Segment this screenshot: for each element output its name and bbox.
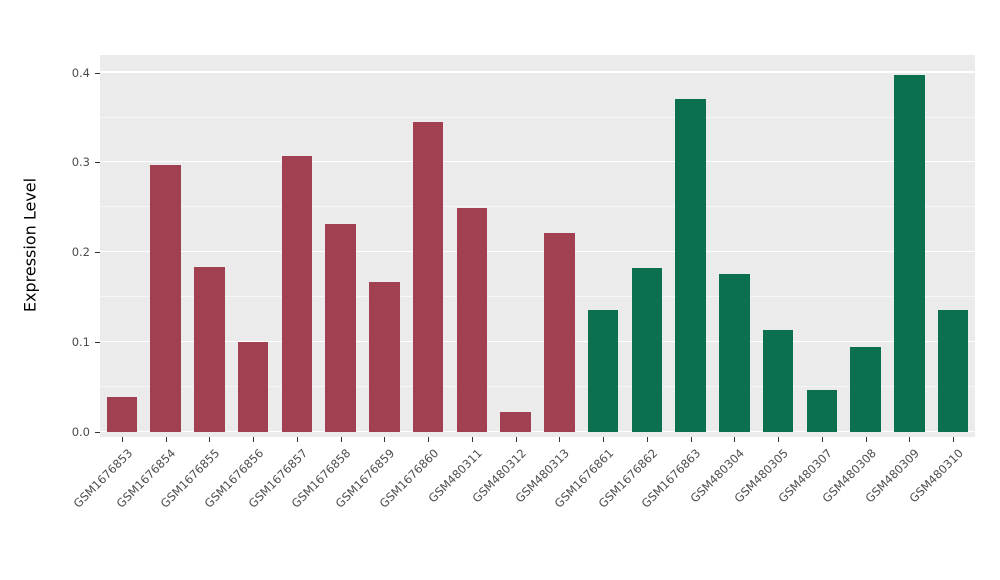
bar	[544, 232, 575, 432]
x-axis-tick	[296, 437, 298, 442]
bar	[631, 268, 663, 432]
y-axis-tick	[95, 72, 100, 74]
bar	[412, 122, 444, 432]
bar	[806, 389, 838, 432]
x-axis-tick	[428, 437, 430, 442]
major-gridline	[100, 71, 975, 73]
x-axis-tick	[909, 437, 911, 442]
chart-panel	[100, 55, 975, 437]
y-axis-tick	[95, 342, 100, 344]
x-axis-tick	[690, 437, 692, 442]
bar	[762, 329, 794, 432]
y-axis-tick	[95, 162, 100, 164]
minor-gridline	[100, 386, 975, 388]
bar	[150, 165, 181, 432]
x-axis-tick	[165, 437, 167, 442]
x-axis-tick	[821, 437, 823, 442]
bar	[325, 223, 356, 432]
minor-gridline	[100, 296, 975, 298]
bar	[106, 396, 138, 432]
minor-gridline	[100, 206, 975, 208]
x-axis-tick	[209, 437, 211, 442]
bar	[675, 98, 706, 432]
x-axis-tick	[646, 437, 648, 442]
major-gridline	[100, 340, 975, 343]
bar	[937, 309, 969, 432]
major-gridline	[100, 250, 975, 253]
x-axis-tick	[471, 437, 473, 442]
x-axis-tick	[603, 437, 605, 442]
bar	[500, 412, 531, 432]
major-gridline	[100, 430, 975, 432]
x-axis-tick	[515, 437, 517, 442]
x-axis-tick	[953, 437, 955, 442]
bar	[237, 342, 269, 432]
x-axis-tick	[340, 437, 342, 442]
y-axis-tick	[95, 252, 100, 254]
x-axis-tick	[121, 437, 123, 442]
x-axis-tick	[865, 437, 867, 442]
bar	[587, 309, 619, 432]
y-axis-tick	[95, 432, 100, 433]
bar	[281, 156, 313, 432]
minor-gridline	[100, 116, 975, 118]
x-axis-tick	[384, 437, 386, 442]
bar	[850, 346, 881, 432]
major-gridline	[100, 161, 975, 163]
y-tick-label: 0.1	[71, 335, 90, 350]
bar	[194, 266, 225, 432]
x-axis-tick	[778, 437, 780, 442]
y-tick-label: 0.0	[71, 425, 90, 439]
x-axis-tick	[734, 437, 736, 442]
bar	[456, 208, 488, 432]
bar	[369, 281, 400, 432]
x-axis-tick	[559, 437, 561, 442]
y-tick-label: 0.4	[71, 65, 90, 80]
y-tick-label: 0.3	[71, 155, 90, 170]
x-axis-tick	[253, 437, 255, 442]
bar	[719, 273, 750, 432]
bar	[894, 75, 925, 432]
y-tick-label: 0.2	[71, 245, 90, 260]
